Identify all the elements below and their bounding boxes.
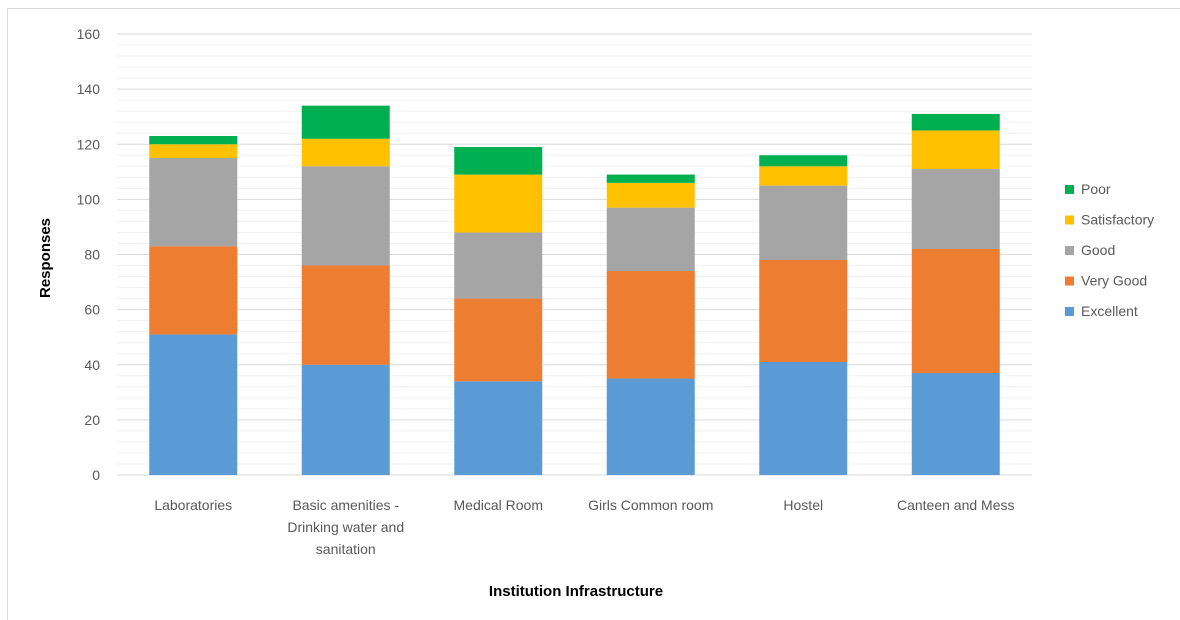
bar-segment-excellent [759, 361, 848, 475]
y-axis-title: Responses [37, 218, 54, 298]
bar-segment-poor [149, 135, 238, 145]
y-tick-label: 140 [77, 81, 101, 97]
bar-segment-very-good [149, 246, 238, 335]
legend-label: Very Good [1081, 273, 1147, 289]
bar-segment-satisfactory [759, 166, 848, 186]
bar-segment-satisfactory [301, 138, 390, 167]
bar-segment-excellent [149, 334, 238, 475]
bars [149, 105, 1000, 475]
x-category-label: Laboratories [154, 497, 232, 513]
bar-segment-poor [301, 105, 390, 139]
bar-segment-good [606, 207, 695, 272]
legend-label: Good [1081, 242, 1115, 258]
bar-segment-excellent [454, 381, 543, 475]
y-tick-label: 160 [77, 26, 101, 42]
bar-segment-satisfactory [454, 174, 543, 233]
legend-swatch [1065, 307, 1074, 316]
x-category-label: Hostel [783, 497, 823, 513]
legend-swatch [1065, 215, 1074, 225]
bar-segment-poor [454, 147, 543, 175]
gridlines [117, 33, 1032, 476]
bar-segment-very-good [606, 271, 695, 379]
bar-segment-very-good [301, 265, 390, 365]
y-tick-label: 100 [77, 191, 101, 207]
bar-segment-good [454, 232, 543, 299]
bar-segment-satisfactory [149, 144, 238, 159]
bar-segment-good [759, 185, 848, 261]
bar-segment-good [149, 158, 238, 247]
legend-swatch [1065, 276, 1074, 286]
x-category-label: Canteen and Mess [897, 497, 1015, 513]
bar-segment-poor [759, 155, 848, 167]
bar-segment-excellent [301, 364, 390, 475]
bar-segment-poor [606, 174, 695, 183]
x-axis-categories: Laboratories Basic amenities -Drinking wa… [154, 497, 1014, 557]
bar-segment-satisfactory [606, 182, 695, 208]
bar-segment-poor [911, 113, 1000, 131]
legend: Poor Satisfactory Good Very Good Excellent [1065, 181, 1154, 319]
y-tick-label: 120 [77, 136, 101, 152]
y-tick-label: 20 [84, 412, 100, 428]
bar-segment-excellent [606, 378, 695, 475]
y-tick-label: 80 [84, 247, 100, 263]
chart-frame [7, 8, 1180, 620]
legend-label: Poor [1081, 181, 1111, 197]
x-category-label: Girls Common room [588, 497, 713, 513]
bar-segment-good [301, 166, 390, 266]
x-category-label: Medical Room [454, 497, 543, 513]
y-axis-ticks: 0 20 40 60 80 100 120 140 160 [77, 26, 101, 483]
bar-segment-very-good [911, 248, 1000, 374]
y-tick-label: 0 [92, 467, 100, 483]
y-tick-label: 60 [84, 302, 100, 318]
bar-segment-very-good [454, 298, 543, 382]
legend-label: Excellent [1081, 303, 1138, 319]
bar-segment-very-good [759, 260, 848, 362]
x-category-label: Basic amenities -Drinking water and sanit… [287, 497, 404, 557]
legend-swatch [1065, 246, 1074, 255]
x-axis-title: Institution Infrastructure [489, 583, 663, 600]
bar-segment-good [911, 169, 1000, 249]
y-tick-label: 40 [84, 357, 100, 373]
legend-swatch [1065, 185, 1074, 194]
bar-segment-excellent [911, 373, 1000, 475]
legend-label: Satisfactory [1081, 212, 1154, 228]
bar-segment-satisfactory [911, 130, 1000, 170]
